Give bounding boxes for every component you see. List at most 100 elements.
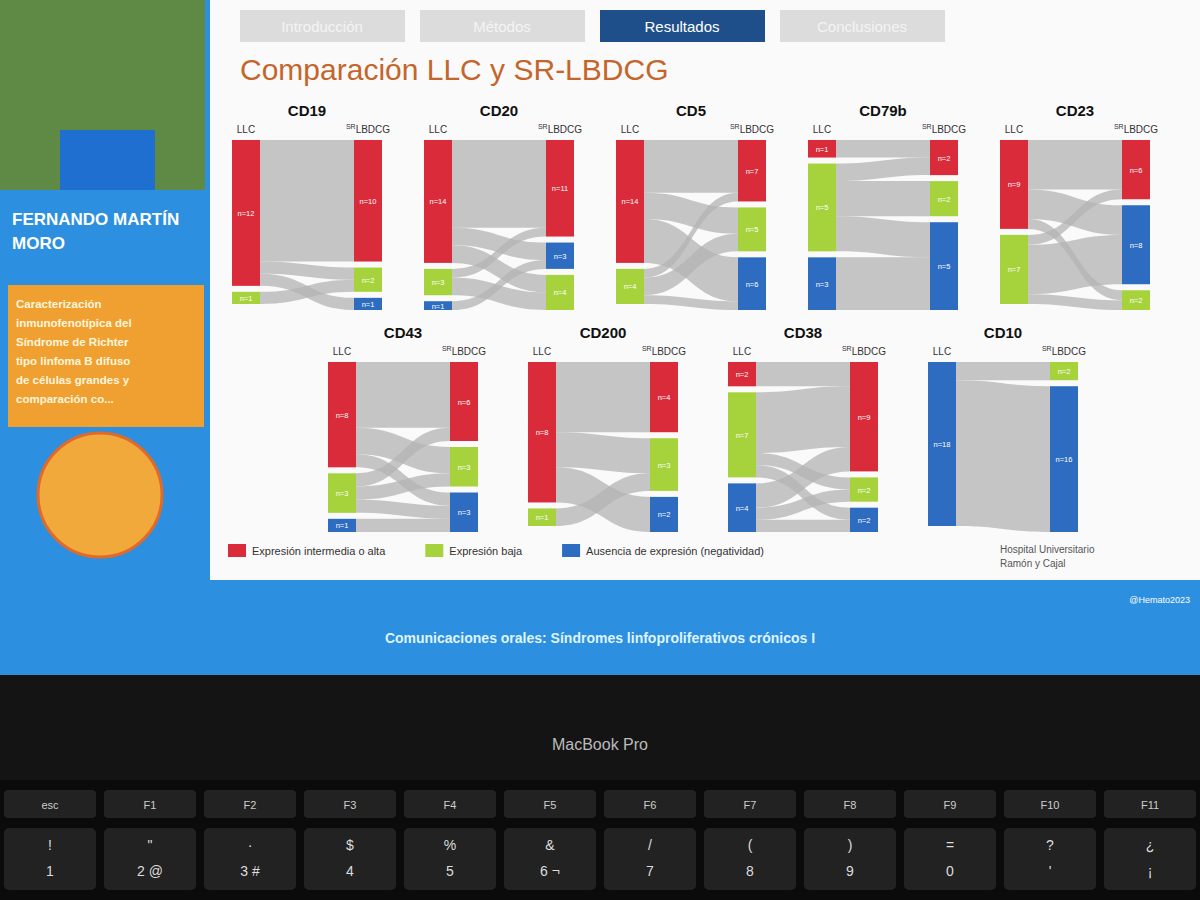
key-label: F11 <box>1141 799 1159 811</box>
node <box>1122 290 1150 310</box>
key <box>104 828 196 890</box>
tab <box>240 10 405 42</box>
key <box>1004 790 1096 818</box>
sankey-panel: CD23LLCSRLBDCGn=9n=7n=6n=8n=2 <box>1000 102 1158 310</box>
panel-title: CD20 <box>480 102 518 119</box>
left-label: LLC <box>933 346 951 357</box>
sankey-panel: CD79bLLCSRLBDCGn=1n=5n=3n=2n=2n=5 <box>808 102 966 310</box>
flow <box>756 490 850 520</box>
screen <box>0 0 1200 675</box>
node <box>650 362 678 432</box>
flow <box>260 280 354 304</box>
right-label: SRLBDCG <box>730 123 774 135</box>
marks <box>1000 140 1150 310</box>
node-label: n=7 <box>736 431 749 440</box>
node <box>808 164 836 252</box>
key-label: esc <box>41 799 59 811</box>
panel-title: CD200 <box>580 324 627 341</box>
right-label-main: LBDCG <box>1052 346 1087 357</box>
tab <box>600 10 765 42</box>
talk-title: inmunofenotípica del <box>16 317 132 329</box>
legend-swatch <box>562 544 580 557</box>
flow <box>644 295 738 310</box>
sankey-panel: CD43LLCSRLBDCGn=8n=3n=1n=6n=3n=3 <box>328 324 486 532</box>
right-label: SRLBDCG <box>1114 123 1158 135</box>
right-label-sup: SR <box>842 345 852 352</box>
page: IntroducciónMétodosResultadosConclusione… <box>0 0 1200 900</box>
node-label: n=6 <box>458 398 471 407</box>
node <box>850 362 878 471</box>
speaker-video <box>0 0 205 190</box>
key-label: F6 <box>644 799 657 811</box>
node <box>328 519 356 532</box>
node <box>546 140 574 237</box>
panel-title: CD23 <box>1056 102 1094 119</box>
node <box>450 447 478 487</box>
speaker-name: FERNANDO MARTÍN <box>12 210 179 229</box>
node-label: n=3 <box>336 489 349 498</box>
key-label: F2 <box>244 799 257 811</box>
node-label: n=9 <box>858 413 871 422</box>
footer: Comunicaciones orales: Síndromes linfopr… <box>385 630 815 646</box>
key-label: F9 <box>944 799 957 811</box>
key-label: 2 @ <box>137 863 163 879</box>
node <box>930 140 958 175</box>
sankey-panel: CD20LLCSRLBDCGn=14n=3n=1n=11n=3n=4 <box>424 102 582 311</box>
node <box>354 298 382 310</box>
key <box>904 790 996 818</box>
talk-box <box>8 285 204 427</box>
left-label: LLC <box>333 346 351 357</box>
node-label: n=1 <box>240 294 253 303</box>
marks <box>528 362 678 532</box>
node-label: n=14 <box>430 197 447 206</box>
right-label-main: LBDCG <box>652 346 687 357</box>
flow <box>556 362 650 432</box>
node <box>450 493 478 533</box>
right-label: SRLBDCG <box>922 123 966 135</box>
sidebar: FERNANDO MARTÍNMOROCaracterizacióninmuno… <box>8 210 204 557</box>
node <box>424 269 452 295</box>
node <box>528 508 556 526</box>
marks <box>808 140 958 310</box>
key <box>204 790 296 818</box>
flow <box>356 362 450 428</box>
key-label: F10 <box>1041 799 1060 811</box>
node <box>1122 205 1150 284</box>
panel-title: CD43 <box>384 324 422 341</box>
node <box>728 392 756 477</box>
node-label: n=18 <box>934 440 951 449</box>
right-label: SRLBDCG <box>842 345 886 357</box>
key-label: F8 <box>844 799 857 811</box>
key-label: ? <box>1046 837 1054 853</box>
key-label: F1 <box>144 799 157 811</box>
node <box>1122 140 1150 199</box>
tab <box>780 10 945 42</box>
node-label: n=2 <box>858 516 871 525</box>
flow <box>836 158 930 182</box>
node-label: n=3 <box>458 508 471 517</box>
key-label: & <box>545 837 555 853</box>
left-label: LLC <box>237 124 255 135</box>
flow <box>556 432 650 473</box>
flow <box>836 257 930 310</box>
flow <box>556 473 650 526</box>
key <box>304 790 396 818</box>
node-label: n=2 <box>362 276 375 285</box>
node-label: n=2 <box>736 370 749 379</box>
right-label-sup: SR <box>1114 123 1124 130</box>
flow <box>756 362 850 386</box>
tab-label: Introducción <box>281 18 363 35</box>
node <box>546 243 574 269</box>
marks <box>928 362 1078 532</box>
legend-label: Expresión intermedia o alta <box>252 545 386 557</box>
node <box>850 477 878 501</box>
key-label: 6 ¬ <box>540 863 560 879</box>
right-label: SRLBDCG <box>1042 345 1086 357</box>
node-label: n=9 <box>1008 180 1021 189</box>
right-label-main: LBDCG <box>548 124 583 135</box>
node-label: n=12 <box>238 209 255 218</box>
node-label: n=5 <box>938 262 951 271</box>
sankey-panel: CD5LLCSRLBDCGn=14n=4n=7n=5n=6 <box>616 102 774 310</box>
flow <box>756 520 850 532</box>
talk-title: tipo linfoma B difuso <box>16 355 130 367</box>
